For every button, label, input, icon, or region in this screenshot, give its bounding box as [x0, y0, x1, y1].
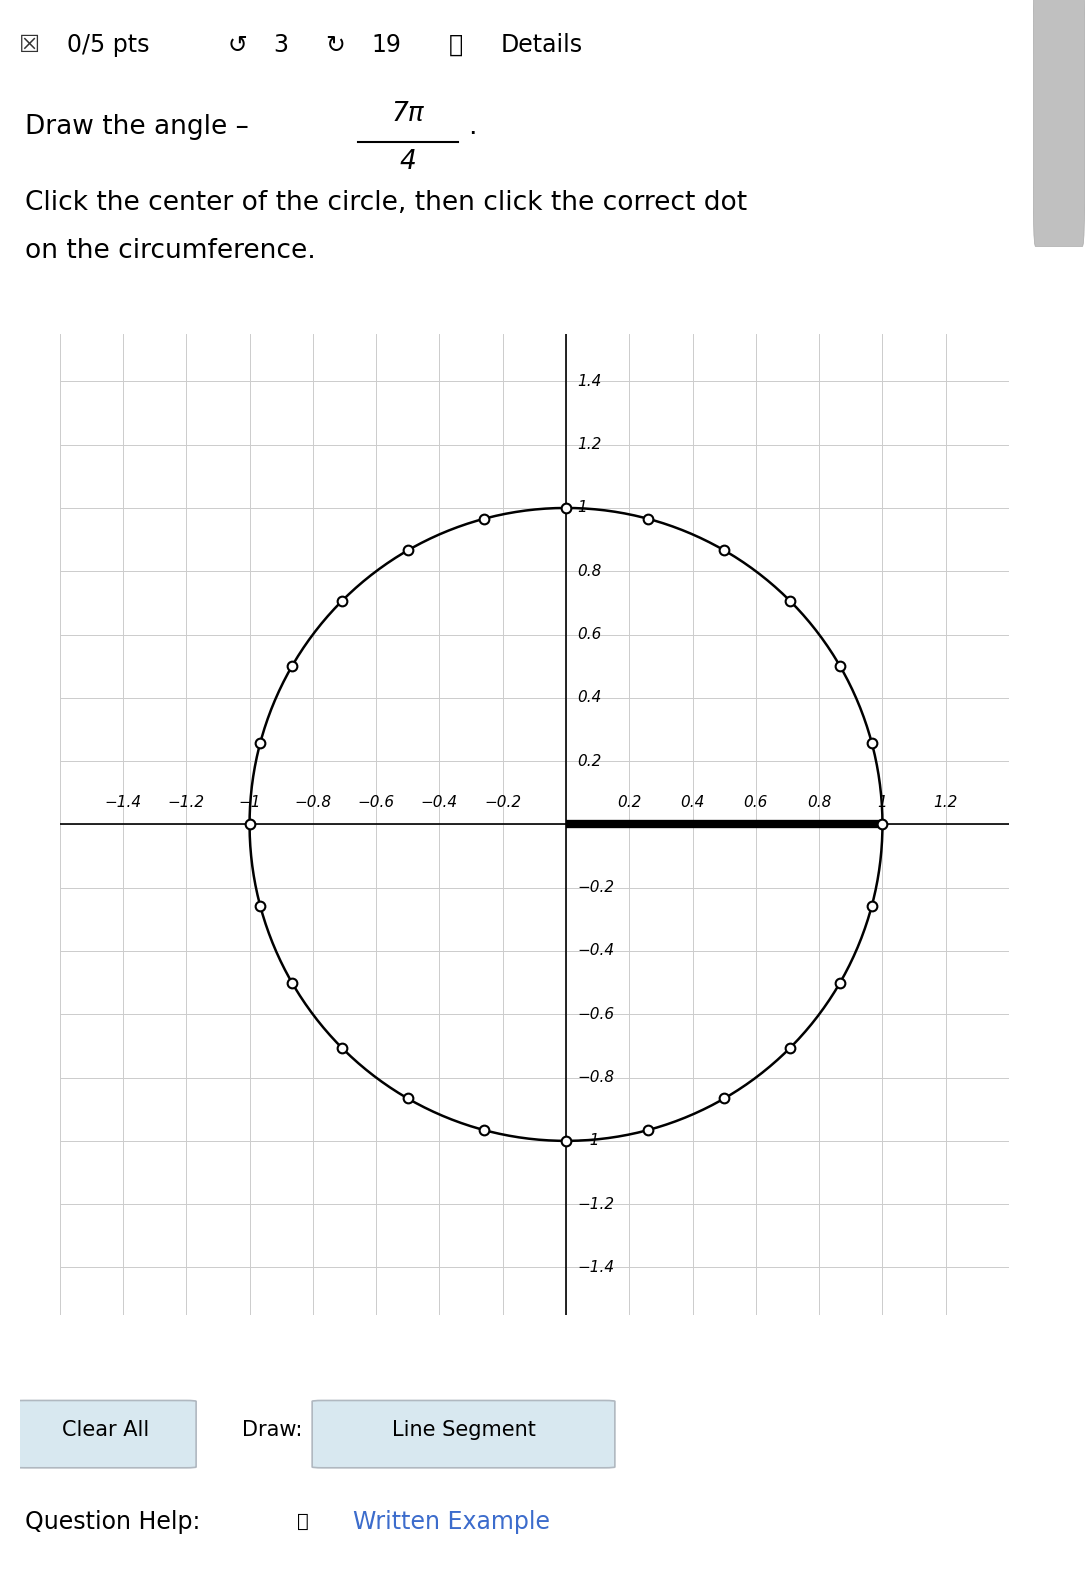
Text: −0.8: −0.8 [294, 795, 331, 811]
Text: 1.2: 1.2 [577, 437, 601, 452]
Text: −1.4: −1.4 [104, 795, 141, 811]
Text: ↺: ↺ [227, 32, 247, 57]
Text: 0.2: 0.2 [617, 795, 641, 811]
Text: −0.8: −0.8 [577, 1070, 614, 1084]
Text: on the circumference.: on the circumference. [25, 238, 316, 264]
Text: Line Segment: Line Segment [392, 1420, 536, 1441]
Text: 1: 1 [878, 795, 888, 811]
Text: 7π: 7π [392, 102, 424, 127]
Text: ☒: ☒ [18, 32, 40, 57]
Text: 0.8: 0.8 [807, 795, 831, 811]
Text: Draw:: Draw: [242, 1420, 302, 1441]
Text: ⓘ: ⓘ [449, 32, 463, 57]
Text: −0.4: −0.4 [421, 795, 458, 811]
FancyBboxPatch shape [14, 1401, 196, 1468]
Text: −0.2: −0.2 [484, 795, 521, 811]
Text: 4: 4 [399, 149, 417, 175]
Text: 0.6: 0.6 [577, 626, 601, 642]
Text: 1.4: 1.4 [577, 374, 601, 390]
Text: Click the center of the circle, then click the correct dot: Click the center of the circle, then cli… [25, 191, 746, 216]
Text: 1: 1 [577, 501, 587, 515]
Text: Question Help:: Question Help: [25, 1509, 200, 1534]
Text: Details: Details [501, 32, 583, 57]
Text: 3: 3 [273, 32, 289, 57]
Text: 0.4: 0.4 [577, 690, 601, 706]
Text: Draw the angle –: Draw the angle – [25, 113, 248, 140]
Text: −0.2: −0.2 [577, 881, 614, 895]
Text: .: . [469, 113, 477, 140]
Text: −1.2: −1.2 [577, 1197, 614, 1212]
Text: −1.4: −1.4 [577, 1259, 614, 1275]
Text: ↻: ↻ [326, 32, 345, 57]
Text: 0.2: 0.2 [577, 754, 601, 768]
Text: −0.6: −0.6 [577, 1006, 614, 1022]
Text: 📄: 📄 [297, 1512, 309, 1531]
Text: 0.4: 0.4 [680, 795, 705, 811]
Text: −0.6: −0.6 [358, 795, 395, 811]
Text: −0.4: −0.4 [577, 943, 614, 959]
Text: Written Example: Written Example [353, 1509, 549, 1534]
Text: −1: −1 [239, 795, 260, 811]
Text: 19: 19 [372, 32, 401, 57]
Text: 0.8: 0.8 [577, 564, 601, 579]
Text: 0.6: 0.6 [743, 795, 768, 811]
Text: Clear All: Clear All [62, 1420, 149, 1441]
Text: −1.2: −1.2 [168, 795, 205, 811]
Text: −1: −1 [577, 1134, 600, 1148]
FancyBboxPatch shape [1033, 0, 1085, 246]
FancyBboxPatch shape [312, 1401, 615, 1468]
Text: 1.2: 1.2 [933, 795, 958, 811]
Text: 0/5 pts: 0/5 pts [67, 32, 150, 57]
